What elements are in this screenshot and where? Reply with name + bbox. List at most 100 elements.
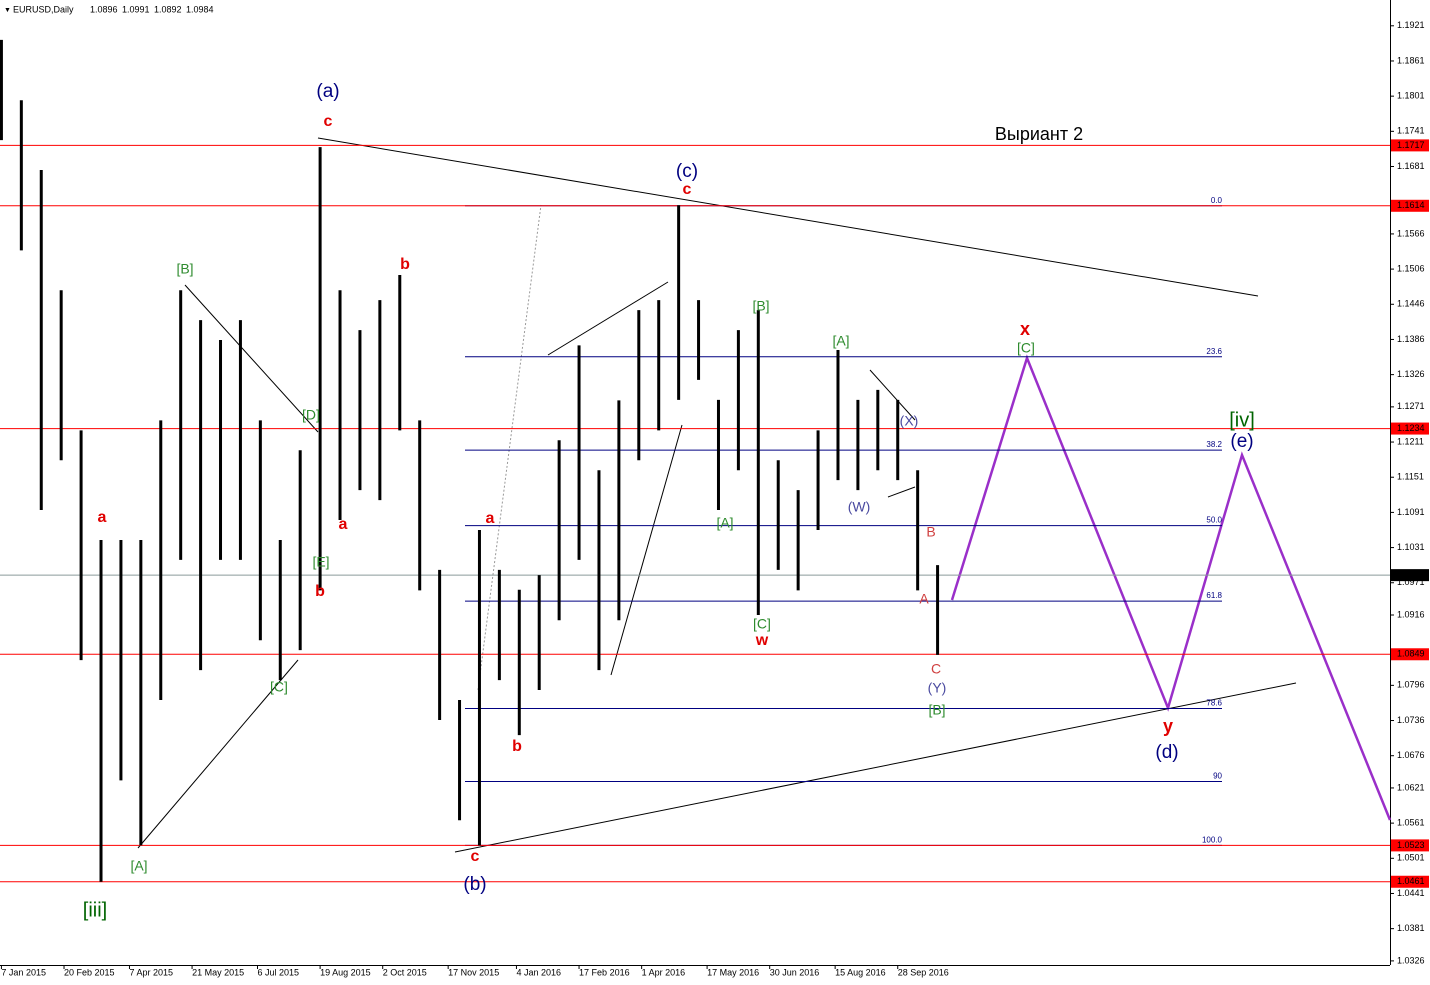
level-tag	[1391, 875, 1429, 888]
y-tick-label: 1.1151	[1397, 472, 1424, 482]
fib-label: 90	[1213, 772, 1222, 781]
x-tick-label: 15 Aug 2016	[835, 967, 886, 977]
wave-label: b	[315, 583, 325, 600]
y-tick-label: 1.0971	[1397, 577, 1425, 587]
trend-line	[137, 659, 299, 849]
x-tick-label: 19 Aug 2015	[320, 967, 371, 977]
x-tick-label: 17 Nov 2015	[448, 967, 499, 977]
wave-label: (d)	[1155, 742, 1178, 763]
y-tick-label: 1.0916	[1397, 609, 1425, 619]
level-tag-label: 1.0461	[1397, 876, 1425, 886]
y-tick-label: 1.1446	[1397, 299, 1425, 309]
trend-line	[454, 682, 1297, 853]
wave-label: (Y)	[928, 680, 947, 696]
wave-label: (a)	[316, 81, 339, 102]
x-tick-label: 6 Jul 2015	[258, 967, 300, 977]
forecast-path	[950, 354, 1392, 821]
wave-label: [C]	[1017, 340, 1035, 356]
wave-label: a	[486, 510, 495, 527]
dotted-line	[477, 204, 542, 691]
wave-label: c	[471, 848, 480, 865]
trend-line	[610, 424, 683, 676]
x-tick-label: 28 Sep 2016	[898, 967, 949, 977]
fib-label: 50.0	[1206, 516, 1222, 525]
fib-label: 23.6	[1206, 347, 1222, 356]
wave-label: [E]	[312, 554, 329, 570]
level-tag-label: 1.1717	[1397, 140, 1425, 150]
y-tick-label: 1.1091	[1397, 507, 1425, 517]
level-tag-label: 1.1234	[1397, 423, 1425, 433]
y-tick-label: 1.1031	[1397, 542, 1425, 552]
y-tick-label: 1.1861	[1397, 55, 1425, 65]
level-tag-label: 1.0523	[1397, 840, 1425, 850]
x-tick-label: 21 May 2015	[192, 967, 244, 977]
wave-label: [B]	[928, 702, 945, 718]
wave-label: (e)	[1230, 431, 1253, 452]
price-tag-label: 1.0984	[1397, 570, 1425, 580]
wave-label: (X)	[900, 413, 919, 429]
wave-label: b	[400, 256, 410, 273]
y-tick-label: 1.1741	[1397, 126, 1425, 136]
trend-line	[184, 284, 319, 433]
wave-label: C	[931, 661, 941, 677]
wave-label: c	[324, 113, 333, 130]
wave-label: [A]	[832, 333, 849, 349]
wave-label: [B]	[752, 298, 769, 314]
wave-label: B	[926, 524, 935, 540]
fib-label: 100.0	[1202, 836, 1223, 845]
wave-label: c	[683, 181, 692, 198]
wave-label: [A]	[716, 515, 733, 531]
open-value: 1.0896	[90, 4, 118, 14]
y-tick-label: 1.0501	[1397, 853, 1425, 863]
trend-line	[317, 137, 1259, 297]
wave-label: [C]	[753, 616, 771, 632]
y-tick-label: 1.1921	[1397, 20, 1425, 30]
wave-label: (W)	[848, 499, 871, 515]
x-tick-label: 17 May 2016	[707, 967, 759, 977]
wave-label: [iii]	[83, 899, 107, 921]
price-tag	[1391, 569, 1429, 582]
wave-label: [A]	[130, 858, 147, 874]
menu-arrow: ▼	[4, 7, 11, 14]
y-tick-label: 1.0676	[1397, 750, 1425, 760]
y-tick-label: 1.1271	[1397, 401, 1425, 411]
wave-label: (c)	[676, 161, 698, 182]
wave-label: b	[512, 738, 522, 755]
wave-label: y	[1163, 716, 1173, 736]
fib-label: 78.6	[1206, 699, 1222, 708]
wave-label: a	[339, 516, 348, 533]
y-tick-label: 1.0326	[1397, 955, 1425, 965]
y-tick-label: 1.0441	[1397, 888, 1425, 898]
drawings	[137, 137, 1297, 853]
wave-label: w	[755, 632, 769, 649]
level-tag	[1391, 199, 1429, 212]
level-tag	[1391, 839, 1429, 852]
wave-label: Выриант 2	[995, 124, 1083, 144]
y-tick-label: 1.0561	[1397, 817, 1425, 827]
wave-label: (b)	[463, 874, 486, 895]
y-tick-label: 1.1386	[1397, 334, 1425, 344]
x-tick-label: 17 Feb 2016	[579, 967, 630, 977]
y-tick-label: 1.1566	[1397, 228, 1425, 238]
close-value: 1.0984	[186, 4, 214, 14]
x-tick-label: 30 Jun 2016	[770, 967, 820, 977]
y-tick-label: 1.0736	[1397, 715, 1425, 725]
y-tick-label: 1.1681	[1397, 161, 1425, 171]
trend-line	[869, 369, 916, 421]
fib-label: 0.0	[1211, 196, 1223, 205]
fib-label: 38.2	[1206, 440, 1222, 449]
wave-label: [B]	[176, 261, 193, 277]
level-tag-label: 1.1614	[1397, 200, 1425, 210]
y-tick-label: 1.1211	[1397, 436, 1424, 446]
x-tick-label: 2 Oct 2015	[383, 967, 427, 977]
wave-label: A	[919, 591, 929, 607]
x-tick-label: 1 Apr 2016	[642, 967, 686, 977]
trend-line	[887, 486, 916, 498]
y-tick-label: 1.1801	[1397, 91, 1425, 101]
low-value: 1.0892	[154, 4, 182, 14]
x-tick-label: 7 Jan 2015	[1, 967, 46, 977]
level-tag	[1391, 648, 1429, 661]
